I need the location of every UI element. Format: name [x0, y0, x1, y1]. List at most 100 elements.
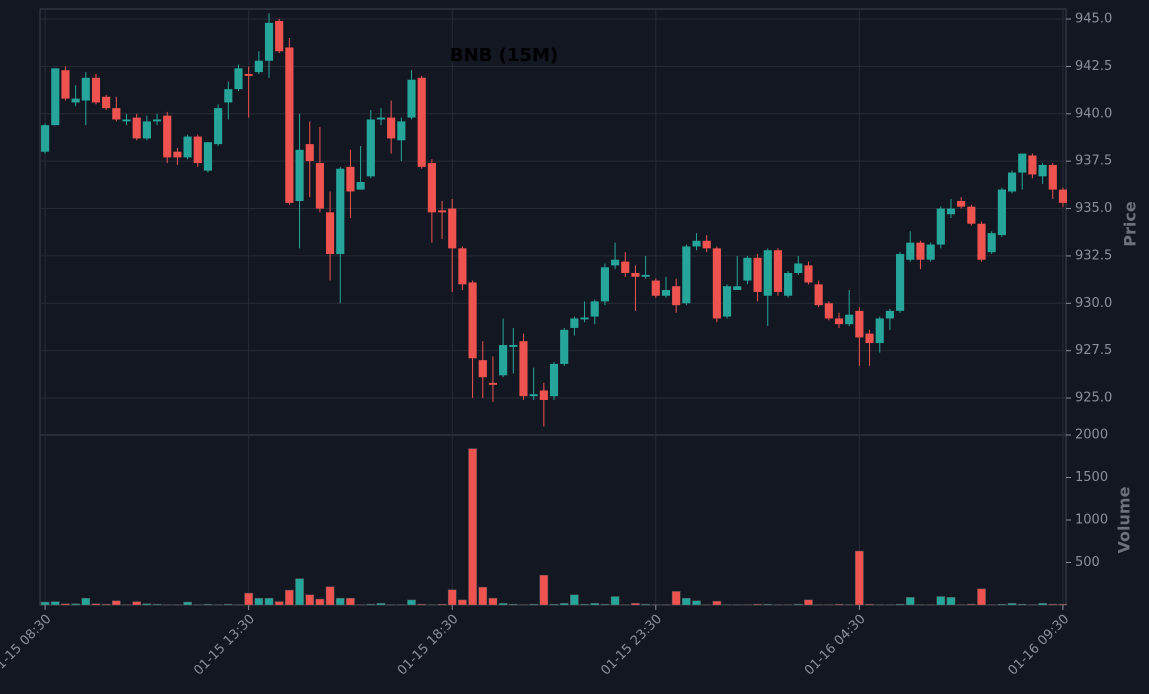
volume-bar	[1038, 603, 1047, 606]
candle-body	[549, 363, 559, 397]
y-tick-label: 935.0	[1075, 201, 1112, 216]
candle-body	[244, 73, 253, 76]
volume-bar	[559, 603, 569, 606]
candle-body	[356, 182, 365, 190]
candle-body	[814, 284, 823, 306]
y2-tick-label: 500	[1075, 555, 1100, 570]
candle-body	[51, 68, 60, 126]
volume-panel	[39, 434, 1067, 606]
volume-bar	[865, 603, 874, 606]
candle-body	[590, 301, 599, 317]
y-tick-label: 925.0	[1075, 391, 1112, 406]
y-tick-label: 937.5	[1075, 154, 1112, 169]
y-axis-label: Price	[1121, 201, 1140, 247]
y2-tick-label: 1500	[1075, 470, 1108, 485]
volume-bar	[539, 575, 549, 606]
candle-body	[682, 246, 691, 304]
volume-bar	[285, 589, 294, 606]
y-tick-label: 940.0	[1075, 106, 1112, 121]
candle-body	[987, 233, 996, 253]
volume-bar	[366, 603, 376, 606]
volume-bar	[1017, 603, 1027, 606]
candle-body	[295, 149, 304, 201]
volume-bar	[264, 597, 274, 606]
candle-body	[214, 108, 223, 145]
candle-body	[631, 272, 640, 277]
volume-bar	[305, 594, 315, 606]
candle-body	[254, 60, 263, 73]
x-tick-label: 01-15 08:30	[0, 612, 54, 679]
candle-body	[407, 79, 416, 118]
y-tick-label: 945.0	[1075, 12, 1112, 27]
candle-body	[845, 314, 854, 325]
candle-body	[183, 136, 192, 158]
y2-axis-label: Volume	[1115, 486, 1134, 553]
volume-bar	[631, 603, 640, 606]
candle-body	[376, 117, 386, 120]
candle-body	[885, 310, 894, 319]
volume-bar	[905, 597, 915, 606]
candle-body	[478, 360, 487, 378]
candle-body	[804, 265, 813, 283]
candle-body	[753, 257, 762, 292]
candle-body	[997, 189, 1006, 236]
candle-body	[509, 344, 518, 347]
candle-body	[926, 244, 935, 260]
candle-body	[122, 119, 131, 122]
volume-bar	[508, 603, 518, 606]
candle-body	[71, 98, 80, 103]
candle-body	[448, 208, 457, 249]
candle-body	[621, 261, 630, 273]
candle-body	[91, 77, 101, 103]
volume-bar	[763, 603, 773, 606]
x-tick-label: 01-15 18:30	[395, 612, 462, 679]
x-tick-label: 01-15 13:30	[191, 612, 258, 679]
candle-body	[1038, 164, 1047, 177]
candle-body	[957, 200, 966, 207]
volume-bar	[40, 601, 50, 606]
candle-body	[600, 267, 609, 302]
candle-body	[112, 108, 121, 120]
candle-body	[529, 394, 538, 397]
candle-body	[142, 121, 151, 139]
volume-bar	[274, 601, 284, 606]
volume-bar	[671, 591, 681, 606]
volume-bar	[132, 601, 142, 606]
candle-body	[173, 151, 182, 158]
y-tick-label: 942.5	[1075, 59, 1112, 74]
x-tick-label: 01-15 23:30	[598, 612, 665, 679]
candle-body	[722, 286, 732, 317]
candle-body	[896, 254, 905, 311]
candle-body	[193, 136, 202, 164]
volume-bar	[346, 597, 355, 606]
volume-bar	[793, 603, 803, 606]
candle-body	[468, 282, 477, 359]
candle-body	[1048, 164, 1057, 190]
grid	[40, 9, 1066, 605]
candle-body	[366, 119, 375, 177]
candle-body	[336, 168, 345, 255]
volume-bar	[1007, 603, 1017, 606]
candle-body	[763, 250, 772, 296]
volume-bar	[600, 603, 610, 606]
candle-body	[285, 47, 294, 203]
candle-body	[437, 210, 447, 213]
volume-bar	[101, 603, 111, 606]
volume-bar	[895, 603, 905, 606]
candle-body	[936, 208, 945, 245]
volume-bar	[417, 603, 427, 606]
volume-bar	[834, 603, 844, 606]
volume-bar	[335, 597, 345, 606]
volume-bar	[315, 598, 325, 606]
candle-body	[834, 318, 844, 325]
candle-body	[784, 272, 793, 296]
candle-body	[539, 390, 548, 400]
candle-body	[1007, 172, 1017, 192]
candle-body	[570, 318, 579, 328]
candle-body	[611, 259, 620, 266]
volume-bar	[437, 603, 447, 606]
candle-body	[397, 121, 406, 141]
candle-body	[1018, 153, 1027, 173]
volume-bar	[183, 601, 192, 606]
y-tick-label: 927.5	[1075, 343, 1112, 358]
